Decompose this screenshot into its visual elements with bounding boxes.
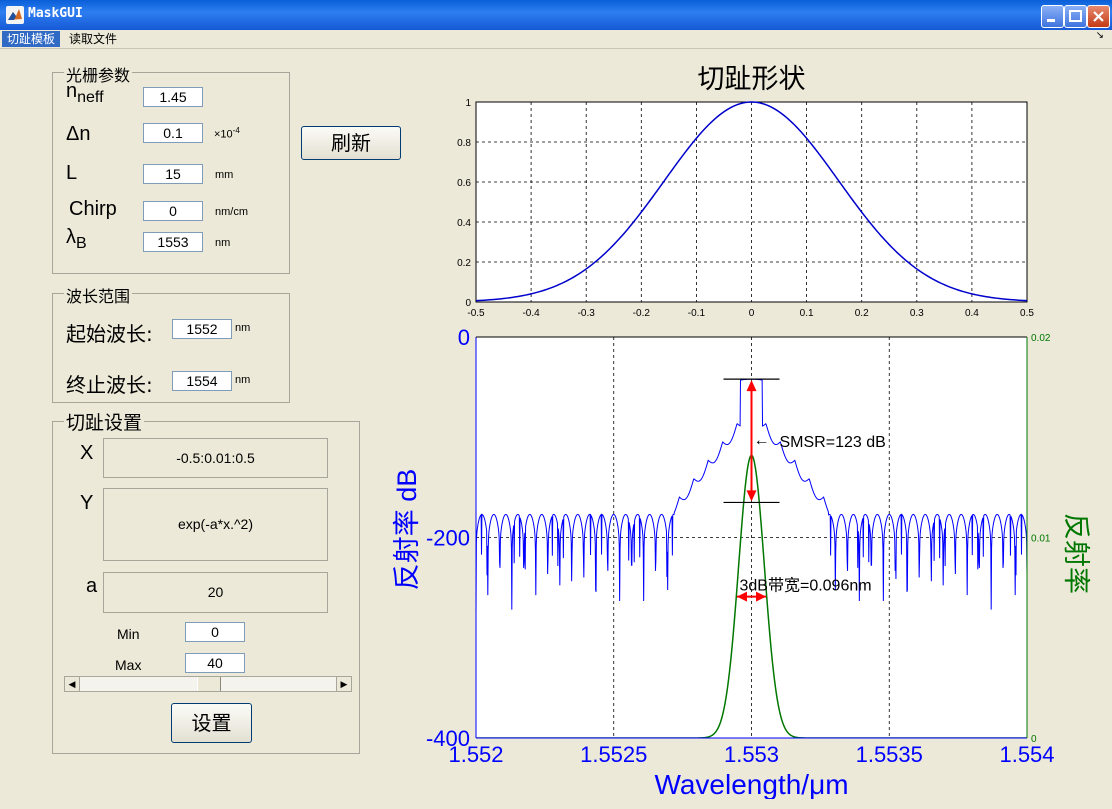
y-tick-label: 0 xyxy=(458,325,470,350)
y-tick-label: -200 xyxy=(426,526,470,551)
a-label: a xyxy=(86,575,98,597)
y2-axis-label: 反射率 xyxy=(1061,513,1091,594)
plot-area xyxy=(475,101,1028,303)
maximize-button[interactable] xyxy=(1064,5,1087,28)
x-tick-label: -0.2 xyxy=(633,308,651,319)
grating-params-title: 光栅参数 xyxy=(64,62,133,86)
reflectivity-chart: 1.552 1.5525 1.553 1.5535 1.5540-200-4000.02… xyxy=(392,325,1091,799)
x-tick-label: 0 xyxy=(749,308,755,319)
bandwidth-label: 3dB带宽=0.096nm xyxy=(740,577,872,595)
apod-settings-group xyxy=(52,421,360,754)
chirp-input[interactable]: 0 xyxy=(143,201,203,221)
x-tick-label: 1.552 xyxy=(448,742,503,767)
toolbar-toggle-icon[interactable]: ↘ xyxy=(1095,30,1104,41)
smsr-arrow-head-up xyxy=(746,380,757,392)
window-title-bar[interactable]: MaskGUI xyxy=(0,0,1112,30)
y2-tick-label: 0.01 xyxy=(1031,534,1051,545)
x-tick-label: 1.5535 xyxy=(856,742,923,767)
minimize-button[interactable] xyxy=(1041,5,1064,28)
lambda-input[interactable]: 1553 xyxy=(143,232,203,252)
x-tick-label: -0.5 xyxy=(467,308,485,319)
chirp-label: Chirp xyxy=(69,198,117,220)
y-tick-label: 0 xyxy=(465,298,471,309)
start-wavelength-label: 起始波长: xyxy=(66,322,153,346)
x-tick-label: -0.4 xyxy=(522,308,540,319)
slider-left-arrow-icon[interactable]: ◀ xyxy=(65,677,80,691)
x-tick-label: 0.5 xyxy=(1020,308,1034,319)
menu-read-file[interactable]: 读取文件 xyxy=(69,32,118,46)
x-tick-label: 1.553 xyxy=(724,742,779,767)
menu-bar: 切趾模板 读取文件 ↘ xyxy=(0,30,1112,49)
max-label: Max xyxy=(115,657,142,673)
smsr-label: SMSR=123 dB xyxy=(780,434,886,451)
apod-curve xyxy=(475,101,1028,302)
end-wavelength-label: 终止波长: xyxy=(66,373,153,397)
grating-params-group xyxy=(52,72,290,274)
x-tick-label: -0.1 xyxy=(688,308,706,319)
start-wavelength-unit: nm xyxy=(235,322,251,334)
y-tick-label: 0.8 xyxy=(457,138,471,149)
x-tick-label: 0.4 xyxy=(965,308,979,319)
lambda-label: λB xyxy=(66,226,87,252)
lambda-unit: nm xyxy=(215,237,231,249)
y2-tick-label: 0.02 xyxy=(1031,333,1051,344)
menu-mask-template[interactable]: 切趾模板 xyxy=(2,31,61,47)
y-tick-label: 0.4 xyxy=(457,218,471,229)
y2-tick-label: 0 xyxy=(1031,734,1037,745)
wavelength-range-group xyxy=(52,293,290,403)
bandwidth-arrow-head-right xyxy=(756,591,767,602)
refresh-button[interactable]: 刷新 xyxy=(301,126,401,160)
neff-input[interactable]: 1.45 xyxy=(143,87,203,107)
start-wavelength-input[interactable]: 1552 xyxy=(172,319,232,339)
min-label: Min xyxy=(117,626,140,642)
y-tick-label: -400 xyxy=(426,726,470,751)
smsr-arrow-mark: ← xyxy=(754,432,770,449)
bandwidth-arrow-head-left xyxy=(736,591,747,602)
a-value-input[interactable]: 20 xyxy=(103,572,328,613)
x-tick-label: 0.3 xyxy=(910,308,924,319)
x-tick-label: 1.5525 xyxy=(580,742,647,767)
x-tick-label: 0.1 xyxy=(800,308,814,319)
L-input[interactable]: 15 xyxy=(143,164,203,184)
window-title: MaskGUI xyxy=(28,6,83,21)
x-tick-label: -0.3 xyxy=(578,308,596,319)
chart-title: 切趾形状 xyxy=(698,64,806,94)
apod-settings-title: 切趾设置 xyxy=(64,408,145,435)
y-tick-label: 0.2 xyxy=(457,258,471,269)
max-input[interactable]: 40 xyxy=(185,653,245,673)
close-button[interactable] xyxy=(1087,5,1110,28)
x-label: X xyxy=(80,442,94,464)
apod-shape-chart: 切趾形状 -0.5 -0.4 -0.3 -0.2 -0.1 0 0.1 0.2 0.3 0.4 0.5… xyxy=(457,64,1034,319)
slider-right-arrow-icon[interactable]: ▶ xyxy=(336,677,351,691)
dn-unit: ×10-4 xyxy=(214,126,240,141)
y-axis-label: 反射率 dB xyxy=(392,469,422,591)
end-wavelength-unit: nm xyxy=(235,374,251,386)
smsr-arrow-head-down xyxy=(746,490,757,502)
x-tick-label: 1.554 xyxy=(999,742,1054,767)
y-expression-input[interactable]: exp(-a*x.^2) xyxy=(103,488,328,561)
dn-input[interactable]: 0.1 xyxy=(143,123,203,143)
L-unit: mm xyxy=(215,169,234,181)
neff-label: nneff xyxy=(66,80,104,106)
y-tick-label: 1 xyxy=(465,98,471,109)
min-input[interactable]: 0 xyxy=(185,622,245,642)
wavelength-range-title: 波长范围 xyxy=(64,283,133,307)
matlab-icon xyxy=(6,6,24,24)
y-tick-label: 0.6 xyxy=(457,178,471,189)
end-wavelength-input[interactable]: 1554 xyxy=(172,371,232,391)
dn-label: Δn xyxy=(66,123,91,145)
chirp-unit: nm/cm xyxy=(215,206,248,218)
a-slider[interactable]: ◀ ▶ xyxy=(64,676,352,692)
x-tick-label: 0.2 xyxy=(855,308,869,319)
slider-thumb[interactable] xyxy=(197,677,221,691)
x-expression-input[interactable]: -0.5:0.01:0.5 xyxy=(103,438,328,478)
L-label: L xyxy=(66,162,78,184)
x-axis-label: Wavelength/μm xyxy=(654,769,848,799)
set-button[interactable]: 设置 xyxy=(171,703,252,743)
y-label: Y xyxy=(80,492,94,514)
